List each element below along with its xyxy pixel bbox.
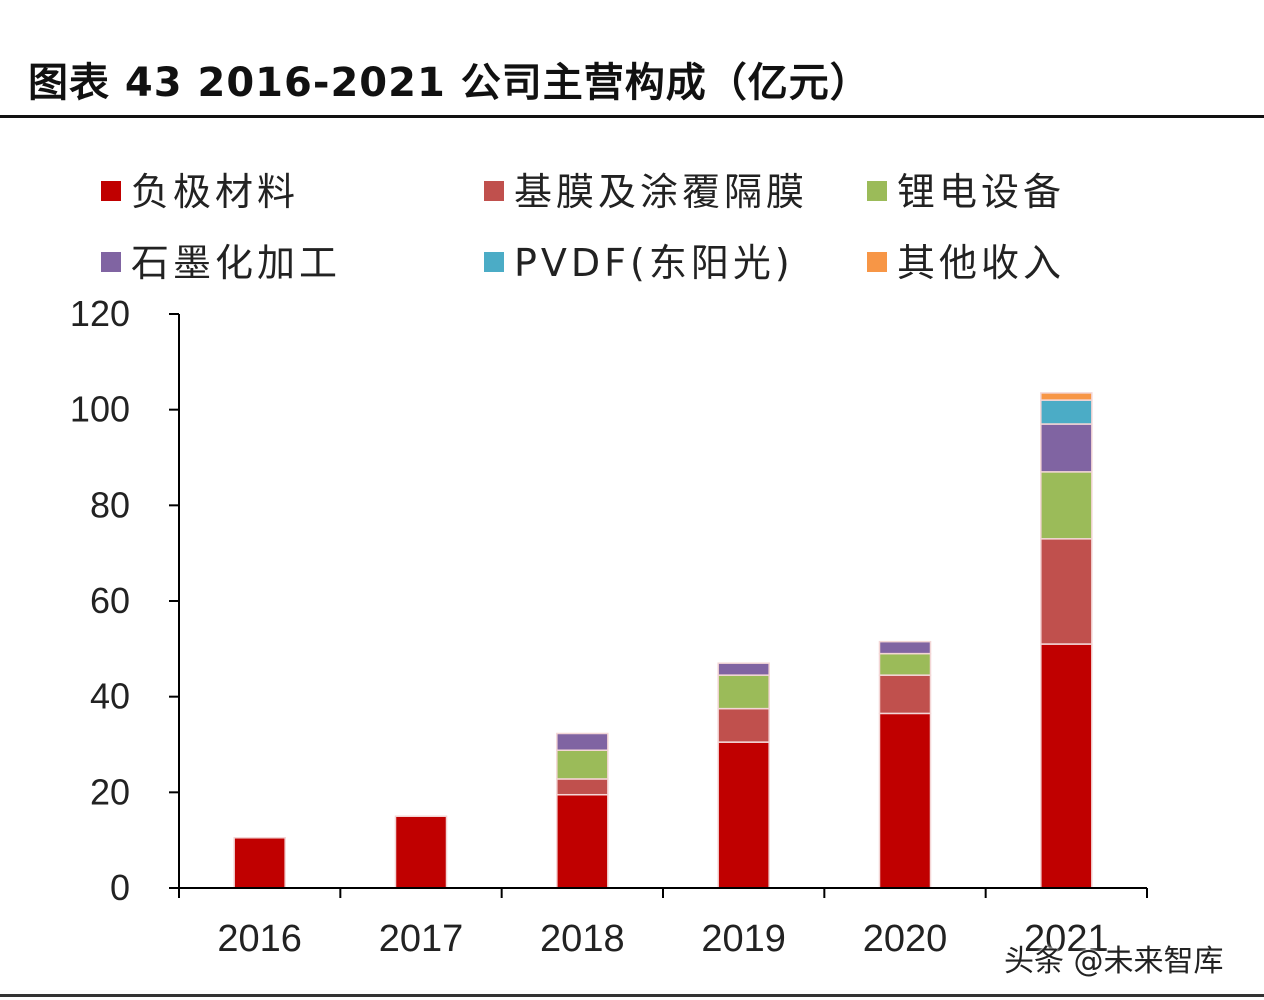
- bottom-divider: [0, 994, 1264, 997]
- bar-segment: [1040, 392, 1093, 401]
- bar-segment: [878, 652, 932, 676]
- y-tick-label: 40: [90, 676, 130, 717]
- legend-label: 石墨化加工: [131, 241, 341, 285]
- bar-segment: [394, 815, 448, 889]
- watermark: 头条 @未来智库: [1004, 944, 1224, 979]
- x-tick-label: 2020: [863, 918, 948, 960]
- bar-segment: [233, 837, 286, 889]
- legend-label: 锂电设备: [897, 170, 1065, 214]
- x-tick-label: 2016: [217, 918, 302, 960]
- bar-segment: [1040, 471, 1093, 540]
- legend-swatch: [484, 252, 504, 272]
- x-tick-label: 2017: [379, 918, 464, 960]
- legend-swatch: [867, 181, 887, 201]
- legend-label: 基膜及涂覆隔膜: [514, 170, 808, 214]
- bar-segment: [717, 662, 770, 676]
- legend-label: 负极材料: [131, 170, 299, 214]
- bar-segment: [1040, 538, 1093, 645]
- chart-title: 图表 43 2016-2021 公司主营构成（亿元）: [28, 60, 871, 106]
- y-tick-label: 120: [70, 293, 130, 334]
- bar-segment: [556, 793, 609, 889]
- bar-segment: [556, 732, 609, 751]
- bar-segment: [1040, 423, 1093, 473]
- bar-segment: [717, 707, 770, 743]
- bars: [233, 392, 1093, 889]
- bar-segment: [1040, 643, 1093, 889]
- x-tick-label: 2019: [701, 918, 786, 960]
- y-tick-label: 80: [90, 484, 130, 525]
- legend-label: PVDF(东阳光): [514, 241, 794, 285]
- x-tick-label: 2021: [1024, 918, 1109, 960]
- bar-segment: [878, 712, 932, 889]
- axes: 0 20 40 60 80 100 120 2016 2017 2018 2019 2020 2021: [70, 293, 1148, 960]
- bar-segment: [878, 640, 932, 655]
- bar-segment: [717, 741, 770, 889]
- bar-segment: [556, 778, 609, 796]
- y-tick-label: 60: [90, 580, 130, 621]
- bar-segment: [717, 674, 770, 710]
- bar-segment: [556, 749, 609, 780]
- bar-segment: [878, 674, 932, 715]
- y-tick-label: 20: [90, 771, 130, 812]
- x-tick-label: 2018: [540, 918, 625, 960]
- bar-segment: [1040, 399, 1093, 425]
- title-divider: [0, 115, 1264, 118]
- legend-swatch: [101, 252, 121, 272]
- legend-swatch: [867, 252, 887, 272]
- y-tick-label: 0: [110, 867, 130, 908]
- legend-swatch: [484, 181, 504, 201]
- legend-swatch: [101, 181, 121, 201]
- legend-label: 其他收入: [897, 241, 1065, 285]
- y-tick-label: 100: [70, 389, 130, 430]
